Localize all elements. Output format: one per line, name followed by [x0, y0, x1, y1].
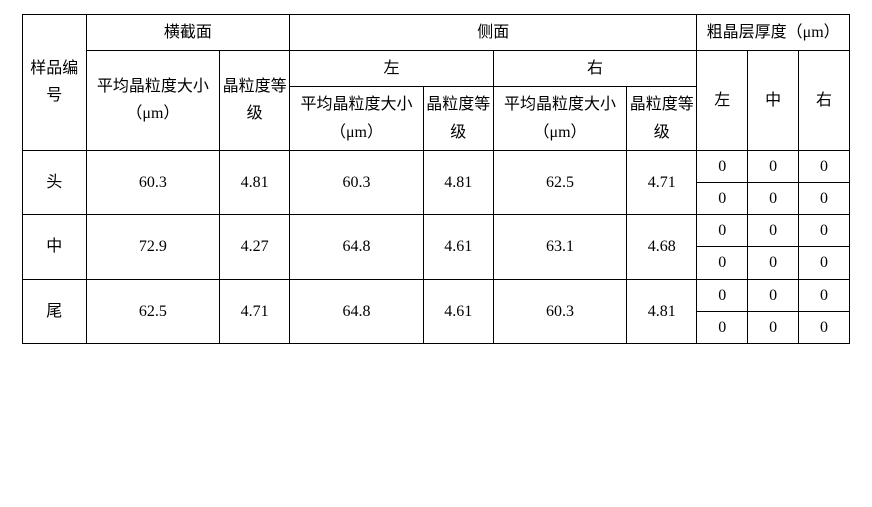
col-sl-grade: 晶粒度等级	[423, 87, 493, 150]
table-row: 尾 62.5 4.71 64.8 4.61 60.3 4.81 0 0 0	[23, 279, 850, 311]
cell-thick: 0	[748, 215, 799, 247]
col-side-right: 右	[493, 51, 697, 87]
cell-thick: 0	[697, 182, 748, 214]
cell-sl-size: 64.8	[290, 279, 424, 343]
cell-sample-id: 中	[23, 215, 87, 279]
cell-sl-grade: 4.61	[423, 279, 493, 343]
col-thick-left: 左	[697, 51, 748, 151]
cell-thick: 0	[799, 247, 850, 279]
col-sr-size: 平均晶粒度大小（μm）	[493, 87, 627, 150]
cell-sl-grade: 4.81	[423, 150, 493, 214]
col-sample-id: 样品编号	[23, 15, 87, 151]
col-hx-size: 平均晶粒度大小（μm）	[86, 51, 220, 151]
cell-sr-size: 62.5	[493, 150, 627, 214]
cell-sr-grade: 4.81	[627, 279, 697, 343]
cell-thick: 0	[697, 247, 748, 279]
cell-thick: 0	[799, 182, 850, 214]
cell-thick: 0	[697, 311, 748, 343]
cell-sr-grade: 4.71	[627, 150, 697, 214]
cell-hx-grade: 4.81	[220, 150, 290, 214]
cell-thick: 0	[799, 279, 850, 311]
col-cross-section: 横截面	[86, 15, 290, 51]
cell-thick: 0	[799, 215, 850, 247]
cell-sl-grade: 4.61	[423, 215, 493, 279]
col-sr-grade: 晶粒度等级	[627, 87, 697, 150]
cell-thick: 0	[697, 279, 748, 311]
col-thick-mid: 中	[748, 51, 799, 151]
cell-sr-size: 60.3	[493, 279, 627, 343]
cell-hx-grade: 4.71	[220, 279, 290, 343]
cell-sl-size: 60.3	[290, 150, 424, 214]
cell-hx-size: 72.9	[86, 215, 220, 279]
cell-thick: 0	[748, 182, 799, 214]
cell-thick: 0	[799, 150, 850, 182]
cell-thick: 0	[748, 247, 799, 279]
col-coarse-layer: 粗晶层厚度（μm）	[697, 15, 850, 51]
cell-sr-size: 63.1	[493, 215, 627, 279]
header-row-1: 样品编号 横截面 侧面 粗晶层厚度（μm）	[23, 15, 850, 51]
cell-thick: 0	[697, 215, 748, 247]
col-side-left: 左	[290, 51, 494, 87]
cell-thick: 0	[697, 150, 748, 182]
grain-size-table: 样品编号 横截面 侧面 粗晶层厚度（μm） 平均晶粒度大小（μm） 晶粒度等级 …	[22, 14, 850, 344]
cell-thick: 0	[748, 311, 799, 343]
cell-hx-size: 60.3	[86, 150, 220, 214]
col-hx-grade: 晶粒度等级	[220, 51, 290, 151]
col-thick-right: 右	[799, 51, 850, 151]
cell-sample-id: 头	[23, 150, 87, 214]
cell-thick: 0	[799, 311, 850, 343]
cell-hx-size: 62.5	[86, 279, 220, 343]
cell-sr-grade: 4.68	[627, 215, 697, 279]
cell-thick: 0	[748, 150, 799, 182]
col-sl-size: 平均晶粒度大小（μm）	[290, 87, 424, 150]
cell-hx-grade: 4.27	[220, 215, 290, 279]
header-row-2: 平均晶粒度大小（μm） 晶粒度等级 左 右 左 中 右	[23, 51, 850, 87]
table-row: 中 72.9 4.27 64.8 4.61 63.1 4.68 0 0 0	[23, 215, 850, 247]
table-row: 头 60.3 4.81 60.3 4.81 62.5 4.71 0 0 0	[23, 150, 850, 182]
cell-thick: 0	[748, 279, 799, 311]
cell-sl-size: 64.8	[290, 215, 424, 279]
cell-sample-id: 尾	[23, 279, 87, 343]
col-side: 侧面	[290, 15, 697, 51]
